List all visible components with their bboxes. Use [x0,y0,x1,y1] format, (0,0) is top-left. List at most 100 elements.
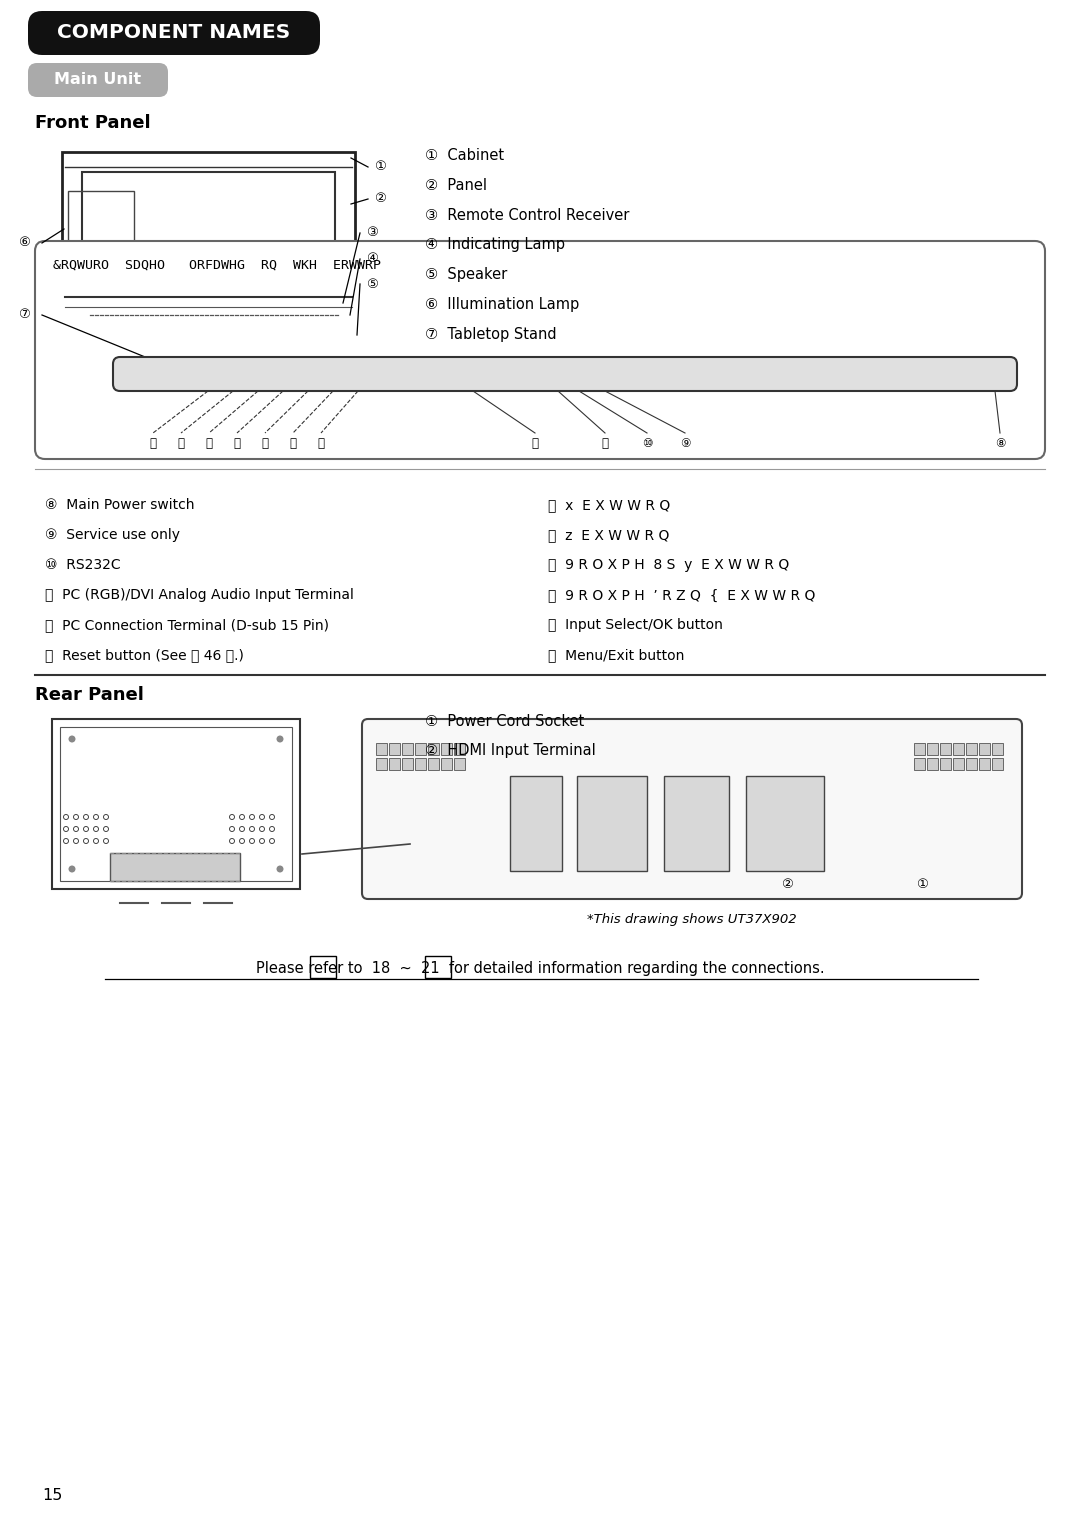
Text: ⑩  RS232C: ⑩ RS232C [45,557,121,573]
Circle shape [276,736,283,742]
Text: ⑫  PC Connection Terminal (D-sub 15 Pin): ⑫ PC Connection Terminal (D-sub 15 Pin) [45,618,329,632]
Text: COMPONENT NAMES: COMPONENT NAMES [57,23,291,43]
Bar [664,776,729,870]
Text: ⑦: ⑦ [18,308,30,322]
Bar [310,956,336,977]
Circle shape [544,365,562,383]
Text: ⑪: ⑪ [602,437,608,450]
Bar [966,757,977,770]
Circle shape [983,362,1007,386]
Bar [402,757,413,770]
Text: ①: ① [374,160,386,174]
Text: ⑥  Illumination Lamp: ⑥ Illumination Lamp [426,298,579,313]
Bar [253,363,262,386]
Text: ③  Remote Control Receiver: ③ Remote Control Receiver [426,208,630,223]
Text: ⑧: ⑧ [995,437,1005,450]
Polygon shape [140,353,276,365]
Bar [978,744,990,754]
Bar [633,365,657,385]
Text: &RQWURO  SDQHO   ORFDWHG  RQ  WKH  ERWWRP: &RQWURO SDQHO ORFDWHG RQ WKH ERWWRP [53,260,381,272]
Text: ⑤: ⑤ [366,278,378,290]
Text: ⑭: ⑭ [289,437,297,450]
FancyBboxPatch shape [113,357,1017,391]
Bar [746,776,824,870]
Circle shape [276,866,283,872]
Polygon shape [150,337,266,365]
Bar [389,757,400,770]
Bar [966,744,977,754]
Bar [389,744,400,754]
Bar [415,744,426,754]
Text: ⑲  Menu/Exit button: ⑲ Menu/Exit button [548,647,685,663]
Text: ⑨: ⑨ [679,437,690,450]
Text: ⑮: ⑮ [261,437,269,450]
Text: ⑨  Service use only: ⑨ Service use only [45,528,180,542]
Text: ②  Panel: ② Panel [426,177,487,192]
Text: Front Panel: Front Panel [35,115,150,131]
Text: ④  Indicating Lamp: ④ Indicating Lamp [426,238,565,252]
FancyBboxPatch shape [362,719,1022,899]
FancyBboxPatch shape [35,241,1045,460]
Text: ①: ① [916,878,928,892]
Bar [303,363,312,386]
Text: ③: ③ [366,226,378,240]
Bar [978,757,990,770]
Text: 15: 15 [42,1487,63,1503]
Text: ①  Power Cord Socket: ① Power Cord Socket [426,715,584,730]
Text: ⑬  Reset button (See ⑮ 46 ⑯.): ⑬ Reset button (See ⑮ 46 ⑯.) [45,647,244,663]
Text: Main Unit: Main Unit [54,72,141,87]
Bar [940,757,951,770]
Bar [441,744,453,754]
Text: ⑲: ⑲ [149,437,157,450]
Bar [927,744,939,754]
Bar [203,363,212,386]
Text: ⑪  PC (RGB)/DVI Analog Audio Input Terminal: ⑪ PC (RGB)/DVI Analog Audio Input Termin… [45,588,354,602]
Text: ⑰  9 R O X P H  ’ R Z Q  {  E X W W R Q: ⑰ 9 R O X P H ’ R Z Q { E X W W R Q [548,588,815,602]
Bar [278,363,287,386]
Text: Please refer to  18  ~  21  for detailed information regarding the connections.: Please refer to 18 ~ 21 for detailed inf… [256,962,824,976]
Circle shape [68,736,76,742]
Text: ⑤  Speaker: ⑤ Speaker [426,267,508,282]
Bar [927,757,939,770]
Text: *This drawing shows UT37X902: *This drawing shows UT37X902 [588,913,797,925]
FancyBboxPatch shape [28,63,168,98]
Bar [993,744,1003,754]
Text: ⑮  z  E X W W R Q: ⑮ z E X W W R Q [548,528,670,542]
Text: ⑬: ⑬ [318,437,324,450]
Text: Rear Panel: Rear Panel [35,686,144,704]
Bar [228,363,237,386]
Bar [110,854,240,881]
Text: ⑰: ⑰ [205,437,213,450]
Bar [993,757,1003,770]
Bar [953,757,964,770]
Bar [428,757,438,770]
Circle shape [68,866,76,872]
Bar [577,776,647,870]
Text: ⑧  Main Power switch: ⑧ Main Power switch [45,498,194,512]
Text: ⑱: ⑱ [177,437,185,450]
Bar [441,757,453,770]
Bar [454,757,465,770]
Text: ①  Cabinet: ① Cabinet [426,148,504,162]
Bar [402,744,413,754]
Text: ⑯  9 R O X P H  8 S  y  E X W W R Q: ⑯ 9 R O X P H 8 S y E X W W R Q [548,557,789,573]
Text: ④: ④ [366,252,378,266]
Bar [953,744,964,754]
Text: ②: ② [374,192,386,206]
Bar [415,757,426,770]
Bar [940,744,951,754]
Text: ⑩: ⑩ [642,437,652,450]
Circle shape [596,365,615,383]
FancyBboxPatch shape [28,11,320,55]
Bar [914,757,924,770]
Text: ⑱  Input Select/OK button: ⑱ Input Select/OK button [548,618,723,632]
Bar [428,744,438,754]
Bar [353,363,362,386]
Bar [510,776,562,870]
Text: ②: ② [781,878,793,892]
Bar [453,363,495,386]
Bar [914,744,924,754]
Bar [328,363,337,386]
Text: ⑭  x  E X W W R Q: ⑭ x E X W W R Q [548,498,671,512]
Text: ⑦  Tabletop Stand: ⑦ Tabletop Stand [426,327,556,342]
